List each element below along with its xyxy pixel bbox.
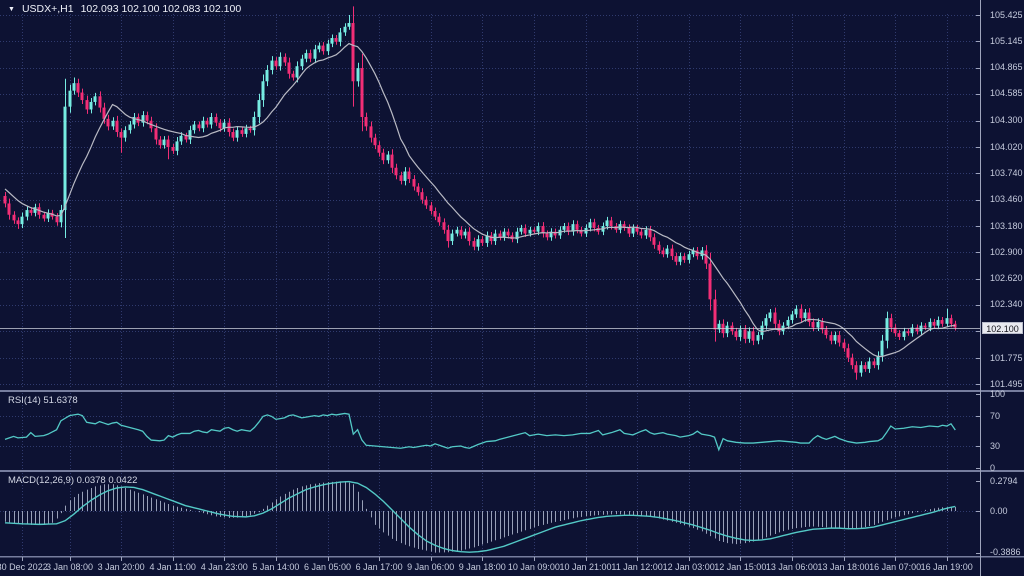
time-axis-label: 30 Dec 2022 [0, 562, 48, 572]
macd-axis-label: 0.00 [990, 505, 1008, 516]
symbol-dropdown-icon[interactable]: ▼ [8, 5, 15, 13]
macd-axis-label: 0.2794 [990, 475, 1018, 486]
time-axis-label: 13 Jan 18:00 [817, 562, 870, 572]
current-price-tag: 102.100 [982, 321, 1023, 334]
price-axis-label: 103.460 [990, 194, 1023, 205]
price-axis-label: 105.425 [990, 9, 1023, 20]
time-axis-label: 11 Jan 12:00 [611, 562, 663, 572]
time-axis-label: 12 Jan 03:00 [662, 562, 715, 572]
rsi-value: 51.6378 [43, 395, 78, 406]
price-axis-label: 103.180 [990, 220, 1023, 231]
rsi-axis-label: 100 [990, 388, 1006, 399]
price-axis-label: 105.145 [990, 35, 1023, 46]
time-axis-label: 10 Jan 21:00 [559, 562, 612, 572]
time-axis-label: 4 Jan 23:00 [200, 562, 248, 572]
price-axis-label: 102.900 [990, 246, 1023, 257]
rsi-name: RSI(14) [8, 395, 41, 406]
rsi-axis-label: 30 [990, 440, 1001, 451]
price-axis-label: 101.495 [990, 378, 1023, 389]
macd-signal-value: 0.0422 [108, 475, 138, 486]
price-axis-label: 104.865 [990, 62, 1023, 73]
macd-main-value: 0.0378 [76, 475, 106, 486]
price-axis-label: 104.300 [990, 115, 1023, 126]
time-axis-label: 16 Jan 19:00 [920, 562, 973, 572]
time-axis-label: 3 Jan 20:00 [97, 562, 145, 572]
time-axis-label: 13 Jan 06:00 [765, 562, 818, 572]
macd-name: MACD(12,26,9) [8, 475, 74, 486]
price-axis-label: 104.020 [990, 141, 1023, 152]
time-axis-label: 6 Jan 17:00 [355, 562, 403, 572]
price-axis-label: 101.775 [990, 352, 1023, 363]
symbol-title: USDX+,H1 [21, 3, 74, 15]
macd-indicator-label: MACD(12,26,9) 0.0378 0.0422 [8, 475, 137, 486]
time-axis-label: 12 Jan 15:00 [714, 562, 767, 572]
price-axis-label: 103.740 [990, 167, 1023, 178]
time-axis-label: 9 Jan 18:00 [458, 562, 506, 572]
time-axis-label: 5 Jan 14:00 [252, 562, 300, 572]
rsi-axis-label: 70 [990, 410, 1001, 421]
price-axis-label: 102.340 [990, 299, 1023, 310]
time-axis-label: 10 Jan 09:00 [507, 562, 560, 572]
time-axis-label: 3 Jan 08:00 [45, 562, 94, 572]
ohlc-quote: 102.093 102.100 102.083 102.100 [80, 3, 242, 15]
price-axis-label: 102.620 [990, 273, 1023, 284]
rsi-axis-label: 0 [990, 462, 996, 473]
time-axis-label: 4 Jan 11:00 [149, 562, 196, 572]
rsi-indicator-label: RSI(14) 51.6378 [8, 395, 78, 406]
time-axis-label: 9 Jan 06:00 [407, 562, 455, 572]
symbol-info-bar: ▼ USDX+,H1 102.093 102.100 102.083 102.1… [8, 3, 241, 15]
time-axis-label: 6 Jan 05:00 [303, 562, 352, 572]
price-axis-label: 104.585 [990, 88, 1023, 99]
macd-axis-label: -0.3886 [990, 547, 1021, 558]
time-axis-label: 16 Jan 07:00 [869, 562, 922, 572]
